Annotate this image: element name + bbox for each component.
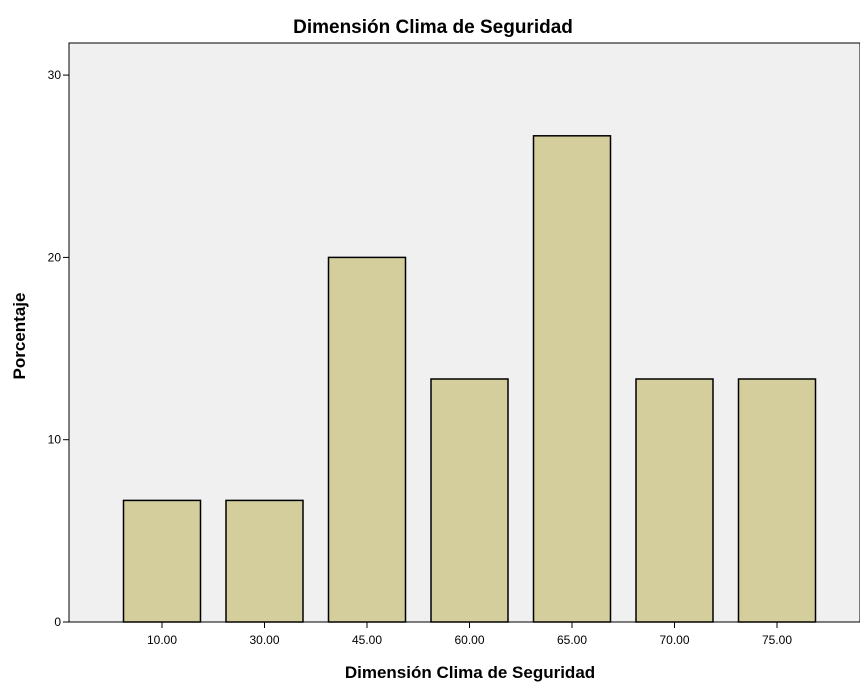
y-tick-label: 10 — [48, 433, 62, 447]
y-axis-ticks: 0 10 20 30 — [48, 68, 69, 629]
bar-45.00 — [327, 256, 407, 623]
x-axis-ticks: 10.00 30.00 45.00 60.00 65.00 70.00 75.00 — [69, 621, 860, 647]
x-tick-label: 10.00 — [147, 633, 177, 647]
x-tick-label: 45.00 — [352, 633, 382, 647]
bars-group — [122, 135, 817, 623]
x-tick-label: 65.00 — [557, 633, 587, 647]
x-tick-label: 60.00 — [454, 633, 484, 647]
bar-70.00 — [635, 378, 714, 623]
bar-60.00 — [430, 378, 509, 623]
x-tick-label: 30.00 — [249, 633, 279, 647]
y-tick-label: 20 — [48, 250, 62, 264]
bar-65.00 — [532, 135, 612, 623]
x-tick-label: 75.00 — [762, 633, 792, 647]
y-tick-label: 30 — [48, 68, 62, 82]
y-tick-label: 0 — [54, 615, 61, 629]
x-tick-label: 70.00 — [659, 633, 689, 647]
x-axis-label: Dimensión Clima de Seguridad — [345, 663, 595, 682]
bar-10.00 — [122, 499, 202, 623]
bar-75.00 — [737, 378, 817, 623]
bar-30.00 — [225, 499, 304, 623]
y-axis-label: Porcentaje — [10, 293, 29, 380]
chart-title: Dimensión Clima de Seguridad — [293, 17, 573, 38]
